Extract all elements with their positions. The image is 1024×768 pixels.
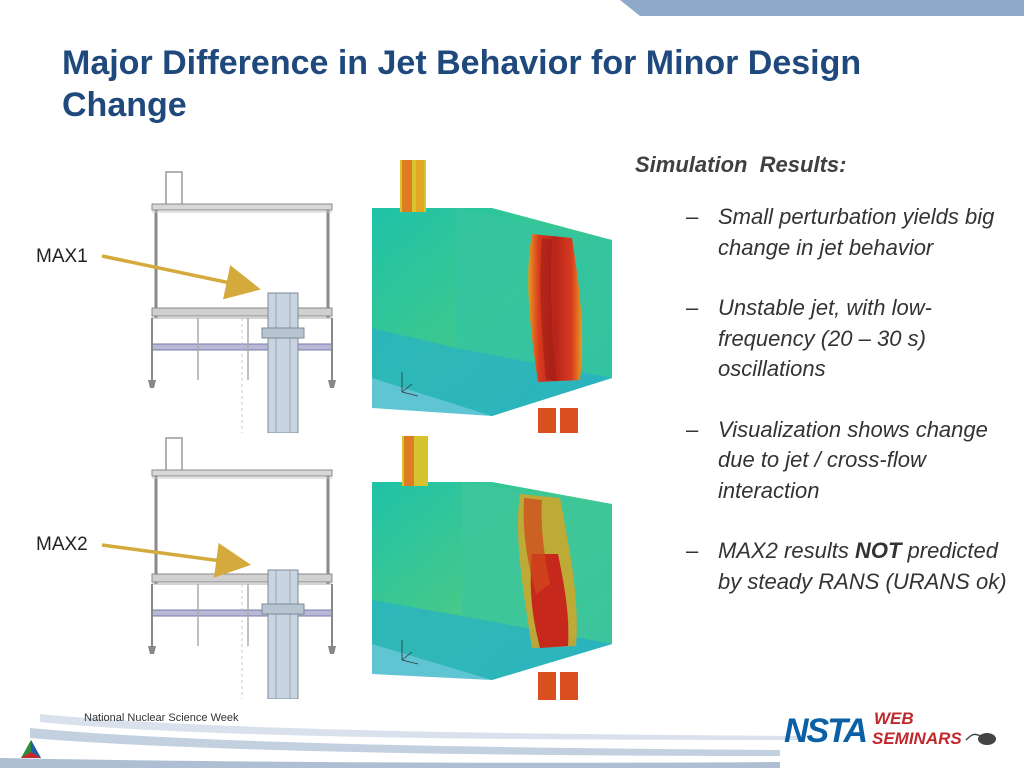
results-bullet: – Small perturbation yields big change i… [686, 204, 995, 260]
results-bullet: – Unstable jet, with low-frequency (20 –… [686, 295, 932, 381]
label-max1: MAX1 [36, 246, 88, 267]
results-bullet: – MAX2 results NOT predicted by steady R… [686, 538, 1007, 594]
logo-nsta-text: NSTA [784, 712, 866, 750]
logo-web-text: WEB [874, 709, 914, 728]
nsta-web-seminars-logo: NSTA WEB SEMINARS [784, 709, 996, 750]
max2-design-diagram [148, 437, 336, 699]
max1-simulation-visualization [372, 160, 612, 433]
top-accent-bar [620, 0, 1024, 16]
footer-event-name: National Nuclear Science Week [84, 712, 239, 724]
max2-simulation-visualization [372, 436, 612, 700]
max1-design-diagram [148, 171, 336, 433]
results-bullet: – Visualization shows change due to jet … [686, 416, 988, 503]
slide-title: Major Difference in Jet Behavior for Min… [62, 44, 862, 124]
results-heading: Simulation Results: [635, 152, 847, 177]
triangle-logo-icon [21, 740, 41, 758]
logo-seminars-text: SEMINARS [872, 729, 962, 748]
footer-swoosh [0, 714, 800, 768]
label-max2: MAX2 [36, 534, 88, 555]
results-bullet-list: – Small perturbation yields big change i… [672, 202, 1012, 627]
emphasis-not: NOT [854, 538, 902, 563]
mouse-icon [978, 733, 996, 745]
